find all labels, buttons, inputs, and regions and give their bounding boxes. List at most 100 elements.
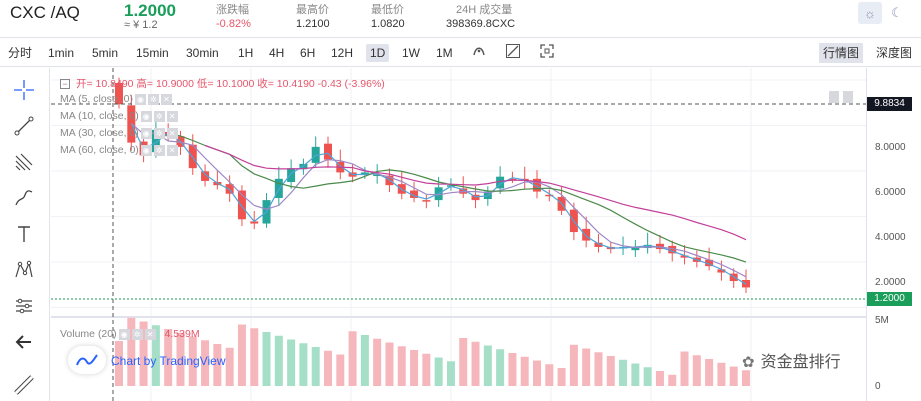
volume-bar bbox=[176, 332, 185, 386]
volume-bar bbox=[287, 339, 296, 386]
ma-legend-10: MA (10, close, 0) ◉ ✲ ✕ bbox=[60, 110, 178, 122]
axis-label: 2.0000 bbox=[875, 277, 906, 288]
view-kline-button[interactable]: 行情图 bbox=[819, 43, 864, 63]
ohlc-legend: − 开= 10.8490 高= 10.9000 低= 10.1000 收= 10.… bbox=[60, 76, 385, 91]
volume-bar bbox=[434, 357, 443, 386]
fullscreen-icon[interactable] bbox=[538, 43, 556, 61]
settings-icon[interactable]: ✲ bbox=[131, 328, 143, 340]
back-arrow-icon[interactable] bbox=[12, 330, 36, 354]
volume-bar bbox=[631, 363, 640, 386]
close-icon[interactable]: ✕ bbox=[166, 110, 178, 122]
eye-icon[interactable]: ◉ bbox=[140, 144, 152, 156]
view-depth-button[interactable]: 深度图 bbox=[876, 46, 913, 60]
volume-bar bbox=[729, 366, 738, 386]
volume-bar bbox=[557, 368, 566, 386]
volume-bar bbox=[397, 346, 406, 386]
close-icon[interactable]: ✕ bbox=[160, 93, 172, 105]
tradingview-logo-icon[interactable] bbox=[68, 346, 106, 374]
volume-legend: Volume (20) ◉ ✲ ✕ 4.539M bbox=[60, 328, 200, 340]
volume-value: 4.539M bbox=[164, 328, 200, 340]
candle-body bbox=[188, 144, 197, 169]
volume-bar bbox=[225, 347, 234, 386]
fib-icon[interactable] bbox=[12, 150, 36, 174]
interval-1h[interactable]: 1H bbox=[238, 46, 254, 60]
interval-time[interactable]: 分时 bbox=[8, 46, 33, 60]
pattern-icon[interactable] bbox=[12, 258, 36, 282]
volume-bar bbox=[127, 317, 136, 386]
candle-body bbox=[631, 246, 640, 251]
compare-icon[interactable] bbox=[504, 43, 522, 61]
candle-body bbox=[410, 190, 419, 198]
interval-5min[interactable]: 5min bbox=[92, 46, 119, 60]
volume-bar bbox=[668, 374, 677, 386]
ma-line bbox=[204, 144, 747, 241]
eye-icon[interactable]: ◉ bbox=[118, 328, 130, 340]
volume-bar bbox=[201, 340, 210, 386]
volume-bar bbox=[324, 350, 332, 386]
candle-body bbox=[201, 171, 210, 181]
volume-bar bbox=[213, 344, 222, 386]
stat-label-volume: 24H 成交量 bbox=[456, 4, 513, 16]
close-icon[interactable]: ✕ bbox=[166, 127, 178, 139]
pane-up-icon bbox=[829, 91, 839, 103]
interval-1d[interactable]: 1D bbox=[366, 44, 390, 62]
candle-body bbox=[508, 178, 517, 181]
trendline-icon[interactable] bbox=[12, 114, 36, 138]
pair-name[interactable]: CXC /AQ bbox=[10, 3, 80, 22]
volume-bar bbox=[483, 345, 492, 386]
interval-toolbar: 分时 1min 5min 15min 30min 1H 4H 6H 12H 1D… bbox=[0, 37, 921, 67]
eye-icon[interactable]: ◉ bbox=[140, 110, 152, 122]
close-icon[interactable]: ✕ bbox=[144, 328, 156, 340]
wechat-icon: ✿ bbox=[742, 354, 755, 371]
settings-icon[interactable]: ✲ bbox=[153, 127, 165, 139]
price-chart[interactable] bbox=[51, 68, 866, 401]
volume-bar bbox=[619, 359, 628, 386]
volume-bar bbox=[717, 362, 726, 386]
indicator-icon[interactable] bbox=[470, 43, 488, 61]
crosshair-price-tag: 9.8834 bbox=[867, 97, 912, 111]
moon-icon[interactable]: ☾ bbox=[891, 5, 903, 20]
crosshair-icon[interactable] bbox=[12, 78, 36, 102]
eye-icon[interactable]: ◉ bbox=[140, 127, 152, 139]
candle-body bbox=[360, 172, 369, 175]
text-icon[interactable] bbox=[12, 222, 36, 246]
volume-bar bbox=[508, 353, 517, 386]
interval-30min[interactable]: 30min bbox=[186, 46, 219, 60]
candle-body bbox=[705, 259, 714, 267]
interval-1w[interactable]: 1W bbox=[402, 46, 420, 60]
stat-value-change: -0.82% bbox=[216, 18, 251, 30]
volume-bar bbox=[151, 325, 160, 386]
ruler-icon[interactable] bbox=[12, 373, 36, 397]
settings-icon[interactable]: ✲ bbox=[153, 110, 165, 122]
volume-bar bbox=[643, 367, 652, 386]
interval-6h[interactable]: 6H bbox=[300, 46, 316, 60]
volume-bar bbox=[594, 352, 603, 386]
axis-label: 5M bbox=[875, 315, 889, 326]
candle-body bbox=[582, 228, 591, 241]
ma-line bbox=[130, 123, 747, 285]
interval-4h[interactable]: 4H bbox=[269, 46, 285, 60]
interval-12h[interactable]: 12H bbox=[331, 46, 354, 60]
volume-bar bbox=[459, 338, 468, 386]
tradingview-credit[interactable]: Chart by TradingView bbox=[111, 354, 226, 368]
volume-bar bbox=[139, 321, 148, 386]
volume-bar bbox=[422, 353, 431, 386]
brush-icon[interactable] bbox=[12, 186, 36, 210]
sun-icon[interactable]: ☼ bbox=[858, 2, 882, 24]
interval-1m[interactable]: 1M bbox=[436, 46, 453, 60]
volume-bar bbox=[360, 335, 369, 386]
settings-icon[interactable]: ✲ bbox=[147, 93, 159, 105]
volume-bar bbox=[115, 341, 123, 386]
eye-icon[interactable]: ◉ bbox=[134, 93, 146, 105]
settings-icon[interactable]: ✲ bbox=[153, 144, 165, 156]
price-axis[interactable]: 8.0000 6.0000 4.0000 2.0000 5M 0 bbox=[866, 68, 921, 401]
candle-body bbox=[237, 190, 246, 220]
interval-15min[interactable]: 15min bbox=[136, 46, 169, 60]
drawing-toolbar bbox=[0, 68, 50, 401]
volume-bar bbox=[262, 332, 271, 386]
ohlc-collapse-icon[interactable]: − bbox=[60, 79, 70, 90]
close-icon[interactable]: ✕ bbox=[166, 144, 178, 156]
interval-1min[interactable]: 1min bbox=[48, 46, 75, 60]
measure-icon[interactable] bbox=[12, 294, 36, 318]
volume-bar bbox=[569, 344, 578, 386]
